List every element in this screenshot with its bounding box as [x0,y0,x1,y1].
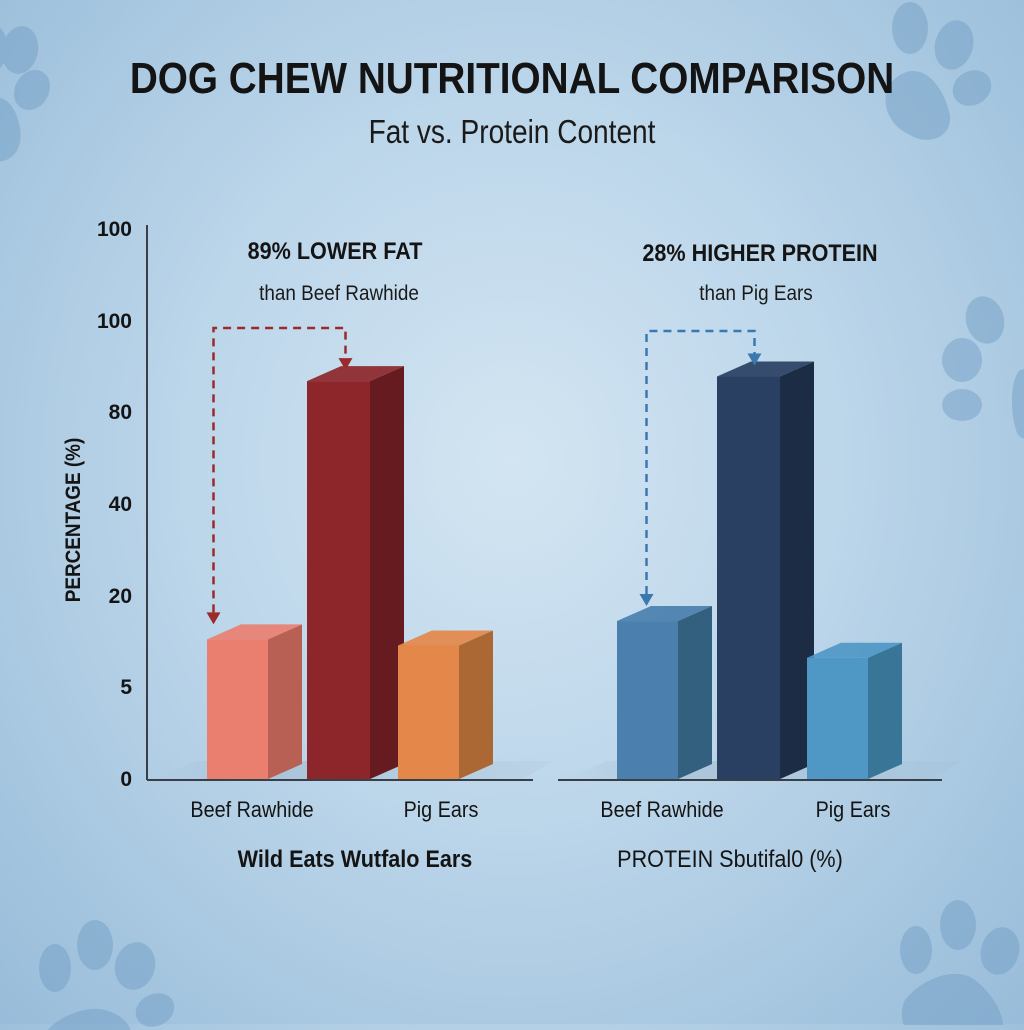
chart-title: DOG CHEW NUTRITIONAL COMPARISON [129,54,895,103]
bar-protein-2 [807,642,902,779]
paw-print-icon [940,290,1024,440]
bar-top-face [398,630,493,646]
arrowhead-icon [206,612,221,625]
y-tick-label: 100 [96,217,132,241]
fat-annotation-headline: 89% LOWER FAT [247,238,423,265]
x-tick-label: Pig Ears [403,797,479,822]
bar-front-face [807,657,868,779]
fat-group-label: Wild Eats Wutfalo Ears [237,846,473,873]
y-tick-label: 100 [96,309,132,333]
bar-top-face [807,642,902,658]
bar-top-face [617,606,712,622]
arrowhead-icon [338,358,353,371]
bar-side-face [370,366,404,779]
bar-front-face [717,376,780,779]
bar-fat-2 [398,630,493,779]
x-tick-label: Beef Rawhide [190,797,314,822]
y-tick-label: 0 [120,768,132,791]
bar-side-face [268,624,302,779]
protein-annotation-headline: 28% HIGHER PROTEIN [642,240,878,267]
bar-front-face [617,621,678,779]
bar-protein-0 [617,606,712,779]
y-tick-label: 40 [108,492,132,516]
bar-side-face [868,642,902,779]
paw-print-icon [900,885,1024,1025]
bar-front-face [207,639,268,779]
protein-group-label: PROTEIN Sbutifal0 (%) [617,846,843,873]
chart-subtitle: Fat vs. Protein Content [368,113,656,150]
paw-print-icon [880,0,1024,140]
bar-side-face [459,630,493,779]
bar-fat-0 [207,624,302,779]
annotation-connector [212,326,347,613]
paw-print-icon [0,18,90,168]
bar-fat-1 [307,366,404,779]
protein-annotation-detail: than Pig Ears [699,282,813,305]
bar-top-face [207,624,302,640]
y-tick-label: 80 [108,401,132,425]
arrowhead-icon [639,594,654,607]
arrowhead-icon [747,353,762,366]
bar-side-face [780,361,814,779]
y-tick-label: 5 [120,676,132,700]
bar-top-face [717,361,814,377]
bar-protein-1 [717,361,814,779]
paw-print-icon [30,910,180,1030]
x-tick-label: Beef Rawhide [600,797,724,822]
bar-top-face [307,366,404,382]
x-tick-label: Pig Ears [815,797,891,822]
bar-side-face [678,606,712,779]
bar-front-face [307,381,370,779]
annotation-connector [645,329,756,595]
bar-front-face [398,645,459,779]
fat-annotation-detail: than Beef Rawhide [259,282,419,305]
y-tick-label: 20 [108,584,132,608]
